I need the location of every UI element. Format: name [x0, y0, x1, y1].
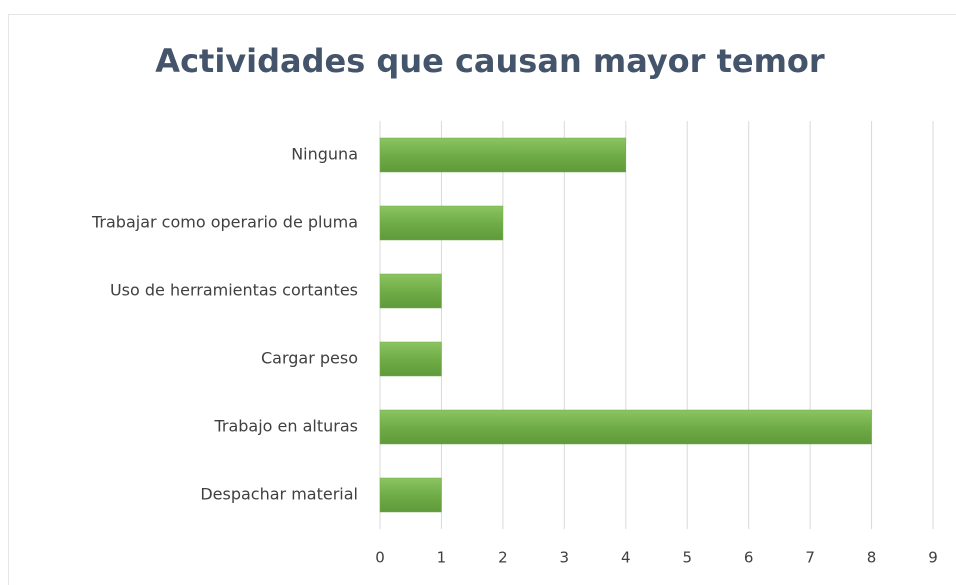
bar	[379, 409, 872, 445]
bar	[379, 341, 442, 377]
x-tick-label: 7	[805, 549, 815, 567]
x-tick-label: 9	[928, 549, 938, 567]
y-tick-label: Cargar peso	[261, 349, 358, 368]
x-tick-label: 0	[375, 549, 385, 567]
y-tick-label: Despachar material	[200, 485, 358, 504]
bar	[379, 137, 627, 173]
x-tick-label: 8	[867, 549, 877, 567]
x-tick-label: 6	[744, 549, 754, 567]
bar	[379, 205, 504, 241]
x-tick-label: 3	[560, 549, 570, 567]
chart-title: Actividades que causan mayor temor	[155, 42, 825, 80]
x-tick-label: 4	[621, 549, 631, 567]
bar	[379, 477, 442, 513]
x-tick-label: 1	[437, 549, 447, 567]
chart-frame	[8, 14, 956, 585]
bar	[379, 273, 442, 309]
y-tick-label: Uso de herramientas cortantes	[110, 281, 358, 300]
x-tick-label: 2	[498, 549, 508, 567]
x-tick-label: 5	[682, 549, 692, 567]
y-tick-label: Trabajo en alturas	[213, 417, 358, 436]
y-tick-label: Trabajar como operario de pluma	[91, 213, 358, 232]
y-tick-label: Ninguna	[291, 145, 358, 164]
